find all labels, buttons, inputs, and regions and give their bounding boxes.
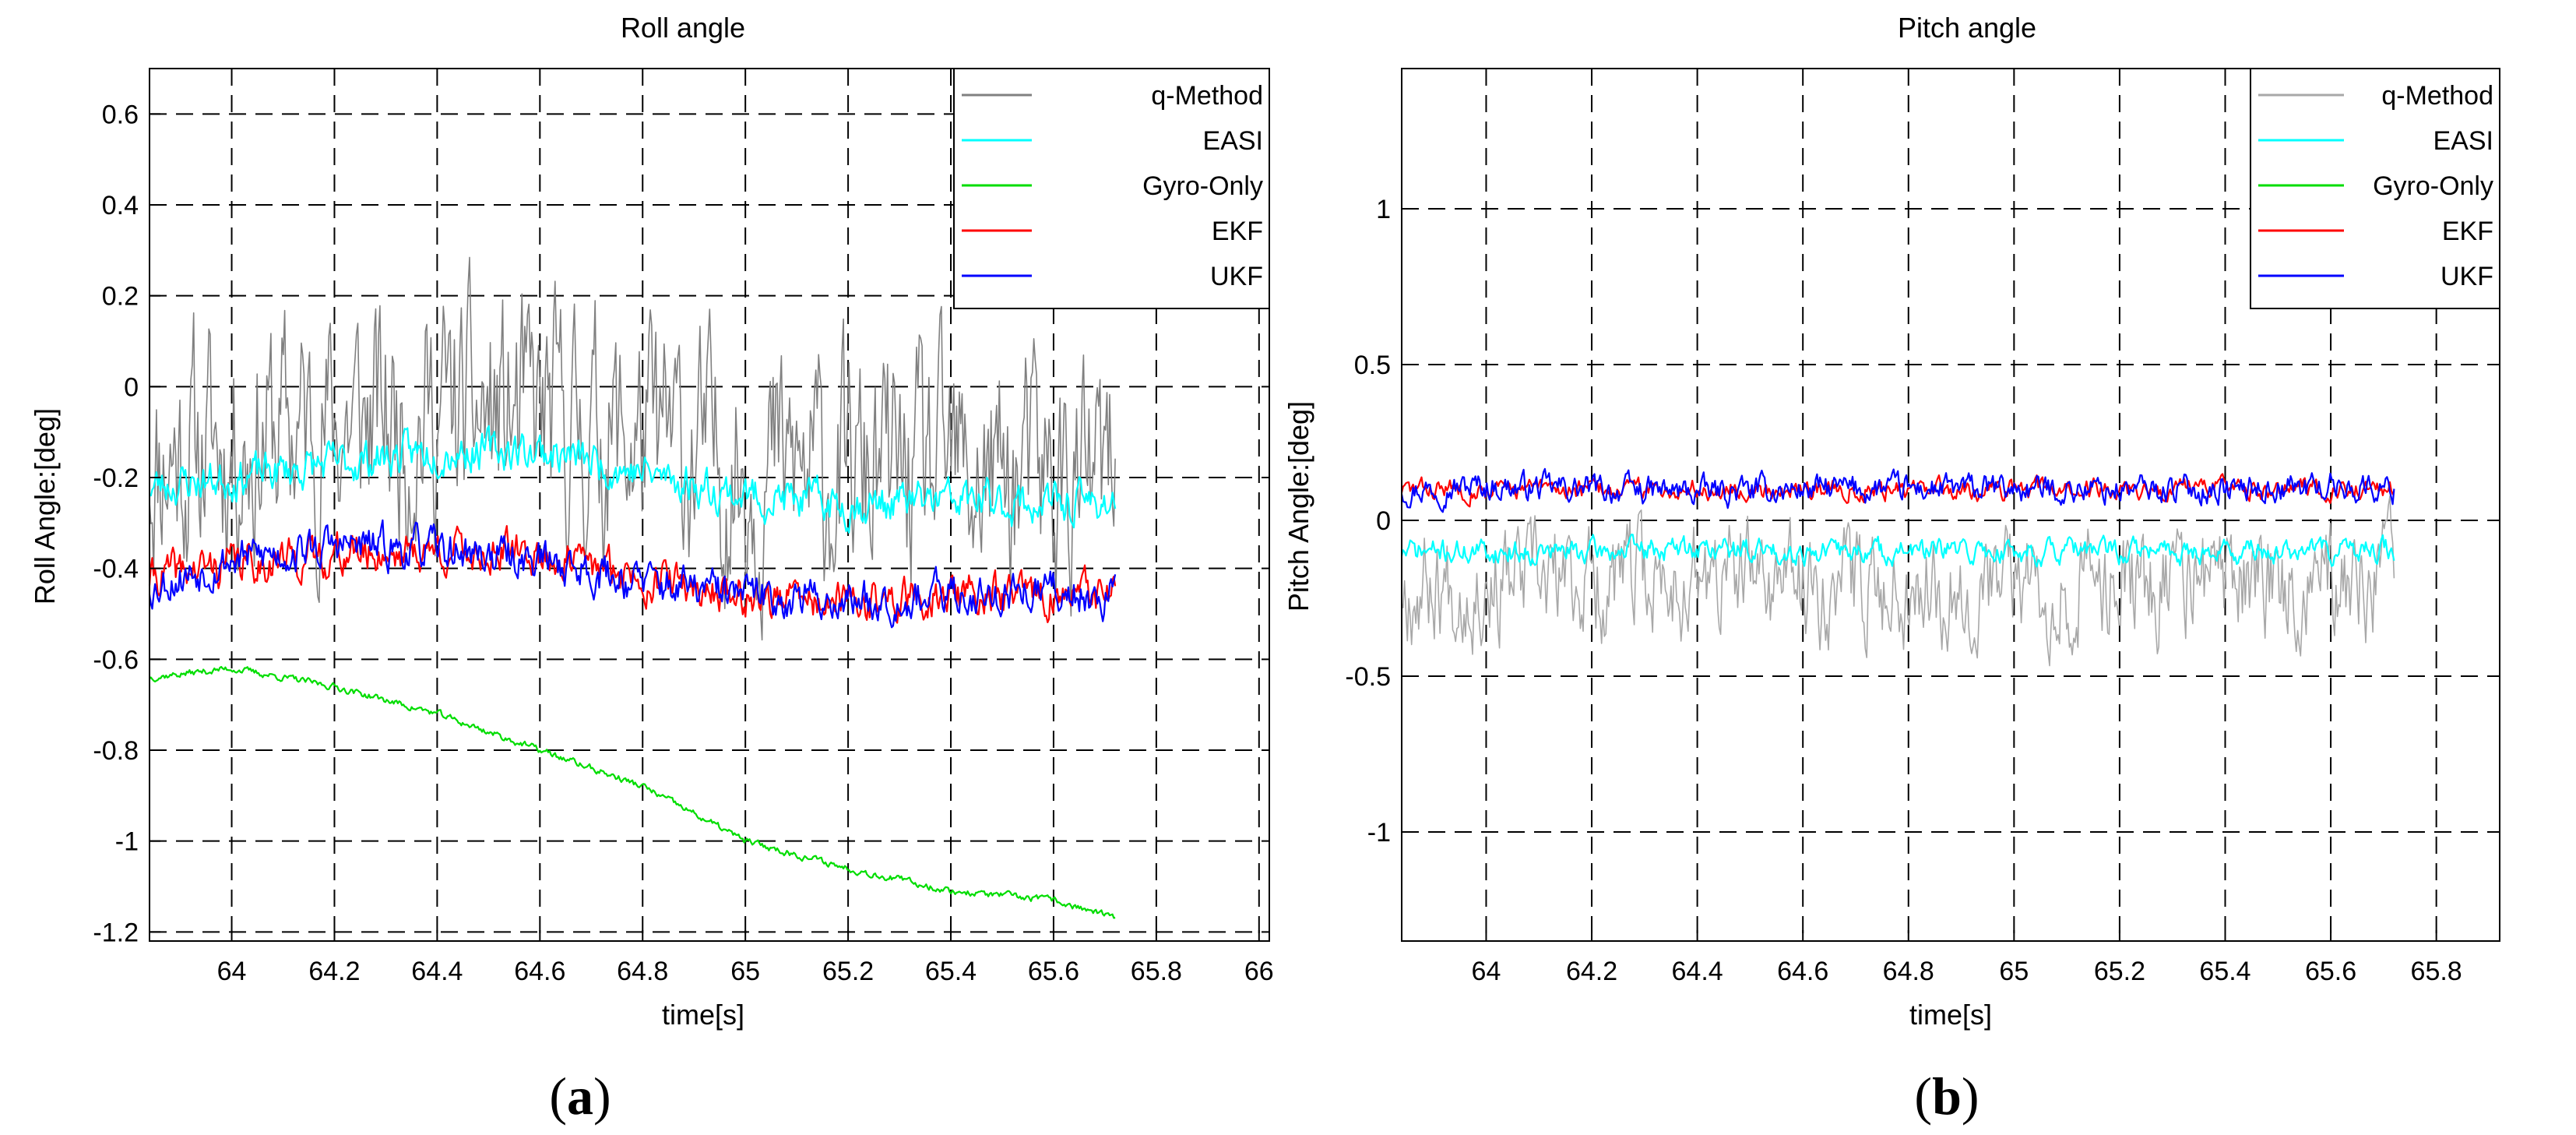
y-tick-label: 0.2 — [102, 282, 139, 312]
x-tick-label: 65.8 — [2411, 957, 2462, 986]
y-tick-label: 0.5 — [1354, 351, 1391, 380]
panel-letter-b: b — [1932, 1066, 1962, 1126]
x-tick-label: 65.4 — [925, 957, 977, 986]
pitch-angle-chart: Pitch angle 64 64.2 64.4 64.6 64.8 65 65.2 65.4… — [1283, 12, 2500, 1126]
x-tick-label: 64.4 — [1672, 957, 1723, 986]
roll-ticks: 64 64.2 64.4 64.6 64.8 65 65.2 65.4 65.6 65.8 66 0.… — [93, 100, 1273, 986]
y-tick-label: 1 — [1376, 195, 1391, 224]
pitch-chart-title: Pitch angle — [1898, 12, 2036, 44]
roll-angle-chart: Roll angle 64 64.2 64.4 64.6 64.8 65 65.2 65.4 6… — [29, 12, 1274, 1126]
panel-label-b: (b) — [1914, 1066, 1979, 1126]
x-tick-label: 64.8 — [617, 957, 668, 986]
x-tick-label: 64.6 — [1777, 957, 1828, 986]
x-tick-label: 64.2 — [308, 957, 360, 986]
y-tick-label: -0.4 — [93, 555, 139, 584]
series-line-ukf — [1400, 467, 2395, 513]
x-tick-label: 64.2 — [1566, 957, 1617, 986]
x-tick-label: 65.8 — [1131, 957, 1182, 986]
y-tick-label: -1.2 — [93, 918, 139, 947]
y-tick-label: -0.2 — [93, 464, 139, 493]
roll-series-group — [148, 256, 1117, 919]
x-tick-label: 65.2 — [2094, 957, 2145, 986]
x-tick-label: 65.6 — [2305, 957, 2356, 986]
y-tick-label: -1 — [1367, 818, 1391, 848]
pitch-series-group — [1400, 467, 2395, 667]
pitch-legend: q-Method EASI Gyro-Only EKF UKF — [2250, 68, 2500, 309]
legend-label: EASI — [2433, 126, 2493, 156]
legend-label: q-Method — [1151, 81, 1263, 111]
series-line-q-method — [149, 256, 1116, 641]
legend-label: UKF — [1210, 262, 1263, 291]
legend-label: UKF — [2441, 262, 2493, 291]
legend-label: q-Method — [2381, 81, 2493, 111]
legend-label: EKF — [1212, 217, 1263, 246]
panel-label-a: (a) — [549, 1066, 611, 1126]
pitch-y-axis-label: Pitch Angle:[deg] — [1283, 401, 1314, 612]
x-tick-label: 64.8 — [1883, 957, 1934, 986]
series-line-gyro-only — [149, 665, 1116, 919]
y-tick-label: -1 — [115, 827, 139, 857]
y-tick-label: 0 — [1376, 506, 1391, 536]
legend-label: Gyro-Only — [2373, 171, 2493, 201]
x-tick-label: 64 — [217, 957, 247, 986]
y-tick-label: -0.5 — [1345, 662, 1391, 692]
y-tick-label: 0.6 — [102, 100, 139, 129]
roll-chart-title: Roll angle — [621, 12, 745, 44]
pitch-x-axis-label: time[s] — [1909, 999, 1992, 1031]
roll-legend: q-Method EASI Gyro-Only EKF UKF — [953, 68, 1270, 309]
series-line-easi — [149, 425, 1117, 534]
x-tick-label: 65 — [730, 957, 760, 986]
series-line-easi — [1400, 534, 2395, 568]
series-line-ukf — [148, 519, 1117, 629]
x-tick-label: 65 — [1999, 957, 2029, 986]
x-tick-label: 64.4 — [411, 957, 463, 986]
roll-axes-box — [149, 68, 1270, 942]
roll-y-axis-label: Roll Angle:[deg] — [29, 408, 61, 605]
x-tick-label: 65.6 — [1028, 957, 1079, 986]
x-tick-label: 65.2 — [822, 957, 874, 986]
roll-x-axis-label: time[s] — [662, 999, 744, 1031]
x-tick-label: 64 — [1472, 957, 1501, 986]
y-tick-label: -0.8 — [93, 736, 139, 766]
x-tick-label: 65.4 — [2199, 957, 2250, 986]
pitch-axes-box — [1401, 68, 2500, 942]
legend-label: EASI — [1203, 126, 1263, 156]
roll-legend-box — [953, 68, 1270, 309]
y-tick-label: 0 — [124, 372, 139, 402]
panel-letter-a: a — [567, 1066, 593, 1126]
legend-label: Gyro-Only — [1142, 171, 1263, 201]
y-tick-label: 0.4 — [102, 191, 139, 220]
x-tick-label: 64.6 — [514, 957, 565, 986]
pitch-ticks: 64 64.2 64.4 64.6 64.8 65 65.2 65.4 65.6 65.8 1 0.5… — [1345, 195, 2462, 986]
x-tick-label: 66 — [1244, 957, 1274, 986]
y-tick-label: -0.6 — [93, 645, 139, 675]
pitch-legend-box — [2250, 68, 2500, 309]
legend-label: EKF — [2442, 217, 2493, 246]
